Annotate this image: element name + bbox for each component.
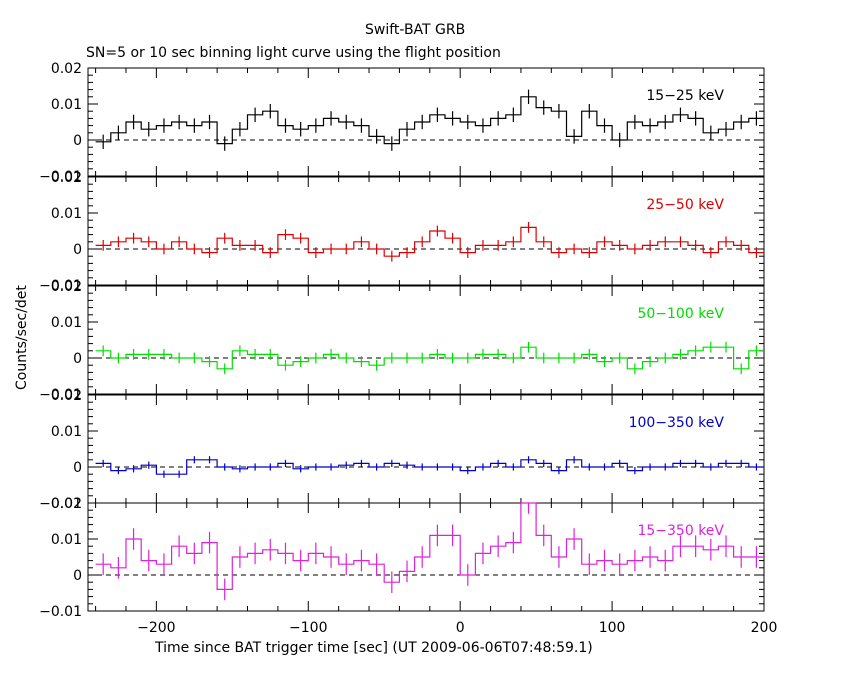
x-axis-label: Time since BAT trigger time [sec] (UT 20… bbox=[155, 640, 593, 656]
panel-4-ytick-label: −0.01 bbox=[39, 496, 82, 512]
panel-2-ytick-label: 0 bbox=[73, 242, 82, 258]
panel-1-band-label: 15−25 keV bbox=[646, 88, 724, 104]
x-tick-label: 100 bbox=[599, 620, 626, 636]
panel-3-ytick-label: −0.01 bbox=[39, 387, 82, 403]
panel-1-ytick-label: 0.02 bbox=[51, 61, 82, 77]
panel-5-ytick-label: 0 bbox=[73, 568, 82, 584]
chart-title: Swift-BAT GRB bbox=[365, 22, 466, 38]
panel-3-ytick-label: 0 bbox=[73, 351, 82, 367]
panel-4-ytick-label: 0.02 bbox=[51, 388, 82, 404]
panel-3-ytick-label: 0.01 bbox=[51, 315, 82, 331]
panel-4-ytick-label: 0.01 bbox=[51, 424, 82, 440]
panel-3-series-line bbox=[95, 346, 764, 370]
x-tick-label: 200 bbox=[751, 620, 778, 636]
panel-4-frame bbox=[87, 394, 765, 504]
panel-1-ytick-label: −0.01 bbox=[39, 169, 82, 185]
panel-5-ytick-label: −0.01 bbox=[39, 604, 82, 620]
panel-3-ytick-label: 0.02 bbox=[51, 279, 82, 295]
chart-subtitle: SN=5 or 10 sec binning light curve using… bbox=[86, 45, 501, 61]
panel-2-ytick-label: 0.02 bbox=[51, 170, 82, 186]
x-tick-label: −100 bbox=[289, 620, 327, 636]
panel-5-series-line bbox=[95, 502, 764, 590]
x-tick-label: −200 bbox=[137, 620, 175, 636]
panel-5-ytick-label: 0.02 bbox=[51, 496, 82, 512]
panel-2-ytick-label: −0.01 bbox=[39, 278, 82, 294]
panel-2-ytick-label: 0.01 bbox=[51, 206, 82, 222]
panel-5-ytick-label: 0.01 bbox=[51, 532, 82, 548]
panel-3-frame bbox=[87, 285, 765, 395]
panel-2-band-label: 25−50 keV bbox=[646, 197, 724, 213]
panel-2-series-line bbox=[95, 226, 764, 257]
panel-3-band-label: 50−100 keV bbox=[637, 306, 724, 322]
panel-4-band-label: 100−350 keV bbox=[629, 415, 725, 431]
panel-5-band-label: 15−350 keV bbox=[637, 523, 724, 539]
panel-1-ytick-label: 0.01 bbox=[51, 97, 82, 113]
panel-1-frame bbox=[87, 67, 765, 177]
x-tick-label: 0 bbox=[456, 620, 465, 636]
panel-4-series-line bbox=[95, 459, 764, 475]
panel-4-ytick-label: 0 bbox=[73, 460, 82, 476]
panel-2-frame bbox=[87, 176, 765, 286]
panel-1-ytick-label: 0 bbox=[73, 133, 82, 149]
